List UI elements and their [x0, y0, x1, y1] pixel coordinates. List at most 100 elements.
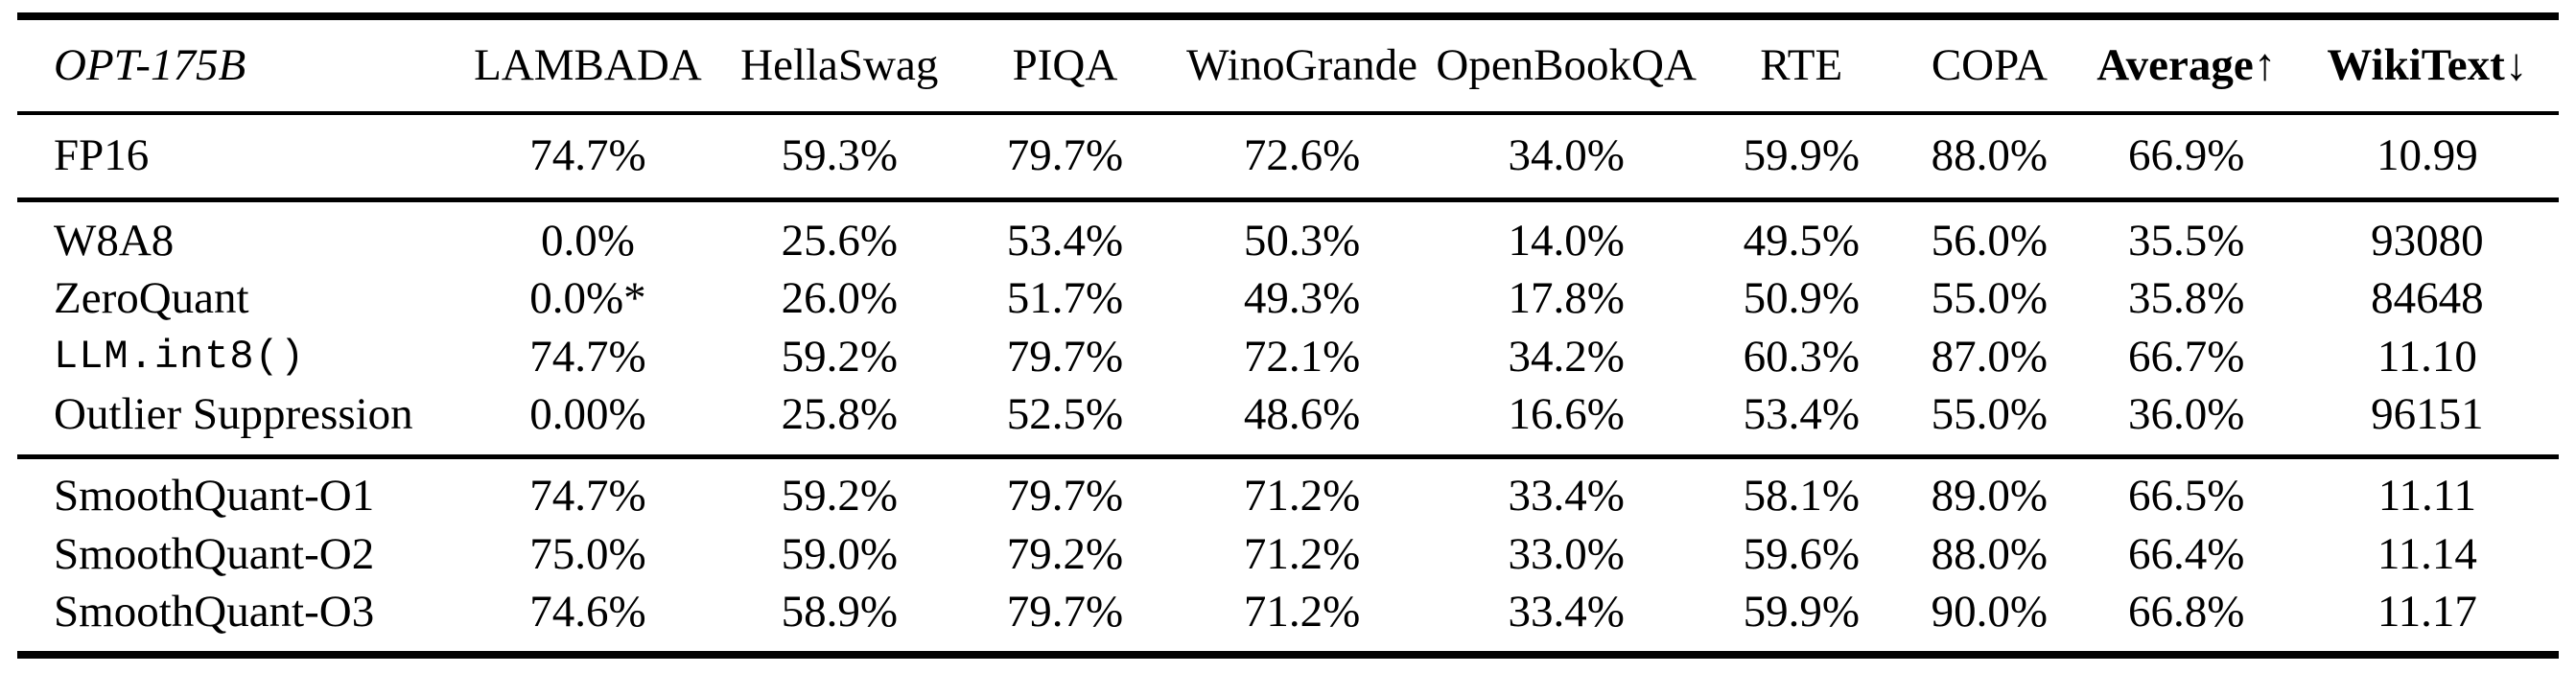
- cell-copa: 89.0%: [1931, 471, 2049, 522]
- cell-lambada: 74.7%: [529, 471, 646, 522]
- cell-winogrande: 50.3%: [1243, 215, 1361, 266]
- cell-lambada: 0.00%: [529, 388, 646, 439]
- cell-wikitext: 84648: [2371, 273, 2484, 324]
- group-smoothquant: SmoothQuant-O1 74.7% 59.2% 79.7% 71.2% 3…: [17, 457, 2559, 655]
- cell-winogrande: 72.6%: [1243, 130, 1361, 181]
- cell-copa: 88.0%: [1931, 528, 2049, 579]
- cell-wikitext: 11.11: [2377, 471, 2476, 522]
- cell-hellaswag: 59.2%: [781, 471, 898, 522]
- down-arrow-icon: ↓: [2504, 40, 2528, 90]
- cell-piqa: 52.5%: [1006, 388, 1124, 439]
- cell-wikitext: 11.17: [2377, 587, 2477, 638]
- cell-copa: 87.0%: [1931, 331, 2049, 382]
- cell-piqa: 79.7%: [1006, 471, 1124, 522]
- cell-openbookqa: 34.2%: [1508, 331, 1625, 382]
- cell-openbookqa: 33.0%: [1508, 528, 1625, 579]
- cell-average: 36.0%: [2128, 388, 2245, 439]
- cell-copa: 55.0%: [1931, 273, 2049, 324]
- cell-winogrande: 71.2%: [1243, 587, 1361, 638]
- cell-hellaswag: 59.3%: [781, 130, 898, 181]
- row-label: W8A8: [54, 215, 175, 266]
- cell-rte: 59.9%: [1743, 587, 1860, 638]
- table-row-outlier-suppression: Outlier Suppression 0.00% 25.8% 52.5% 48…: [17, 385, 2559, 457]
- cell-piqa: 79.2%: [1006, 528, 1124, 579]
- cell-hellaswag: 25.6%: [781, 215, 898, 266]
- row-label: ZeroQuant: [54, 273, 249, 324]
- cell-piqa: 79.7%: [1006, 130, 1124, 181]
- group-fp16: FP16 74.7% 59.3% 79.7% 72.6% 34.0% 59.9%…: [17, 113, 2559, 200]
- cell-average: 35.8%: [2128, 273, 2245, 324]
- cell-rte: 59.6%: [1743, 528, 1860, 579]
- cell-hellaswag: 59.2%: [781, 331, 898, 382]
- column-header-hellaswag: HellaSwag: [740, 40, 939, 90]
- cell-openbookqa: 16.6%: [1508, 388, 1625, 439]
- cell-winogrande: 71.2%: [1243, 471, 1361, 522]
- cell-hellaswag: 25.8%: [781, 388, 898, 439]
- cell-average: 35.5%: [2128, 215, 2245, 266]
- table-row-fp16: FP16 74.7% 59.3% 79.7% 72.6% 34.0% 59.9%…: [17, 113, 2559, 199]
- row-label: LLM.int8(): [54, 333, 306, 380]
- cell-rte: 50.9%: [1743, 273, 1860, 324]
- row-label: SmoothQuant-O2: [54, 528, 375, 579]
- column-header-model: OPT-175B: [54, 40, 246, 90]
- cell-openbookqa: 33.4%: [1508, 587, 1625, 638]
- cell-lambada: 74.7%: [529, 331, 646, 382]
- column-header-piqa: PIQA: [1012, 40, 1118, 90]
- cell-copa: 88.0%: [1931, 130, 2049, 181]
- cell-wikitext: 11.14: [2377, 528, 2477, 579]
- table-row-zeroquant: ZeroQuant 0.0%* 26.0% 51.7% 49.3% 17.8% …: [17, 269, 2559, 327]
- cell-wikitext: 96151: [2371, 388, 2484, 439]
- cell-rte: 59.9%: [1743, 130, 1860, 181]
- row-label: SmoothQuant-O1: [54, 471, 375, 522]
- cell-openbookqa: 14.0%: [1508, 215, 1625, 266]
- cell-rte: 53.4%: [1743, 388, 1860, 439]
- table-row-llm-int8: LLM.int8() 74.7% 59.2% 79.7% 72.1% 34.2%…: [17, 328, 2559, 385]
- cell-winogrande: 71.2%: [1243, 528, 1361, 579]
- up-arrow-icon: ↑: [2253, 40, 2277, 90]
- group-baselines: W8A8 0.0% 25.6% 53.4% 50.3% 14.0% 49.5% …: [17, 199, 2559, 457]
- table-row-smoothquant-o3: SmoothQuant-O3 74.6% 58.9% 79.7% 71.2% 3…: [17, 583, 2559, 654]
- cell-openbookqa: 34.0%: [1508, 130, 1625, 181]
- cell-lambada: 75.0%: [529, 528, 646, 579]
- cell-piqa: 79.7%: [1006, 331, 1124, 382]
- cell-average: 66.7%: [2128, 331, 2245, 382]
- cell-wikitext: 93080: [2371, 215, 2484, 266]
- cell-wikitext: 10.99: [2376, 130, 2478, 181]
- cell-copa: 55.0%: [1931, 388, 2049, 439]
- row-label: Outlier Suppression: [54, 388, 413, 439]
- cell-average: 66.9%: [2128, 130, 2245, 181]
- cell-winogrande: 48.6%: [1243, 388, 1361, 439]
- column-header-wikitext: WikiText↓: [2327, 40, 2528, 90]
- row-label: FP16: [54, 130, 150, 181]
- column-header-openbookqa: OpenBookQA: [1436, 40, 1697, 90]
- cell-piqa: 51.7%: [1006, 273, 1124, 324]
- cell-piqa: 79.7%: [1006, 587, 1124, 638]
- header-row: OPT-175B LAMBADA HellaSwag PIQA WinoGran…: [17, 16, 2559, 113]
- table-row-w8a8: W8A8 0.0% 25.6% 53.4% 50.3% 14.0% 49.5% …: [17, 199, 2559, 269]
- cell-copa: 90.0%: [1931, 587, 2049, 638]
- cell-rte: 58.1%: [1743, 471, 1860, 522]
- column-header-rte: RTE: [1760, 40, 1843, 90]
- cell-rte: 49.5%: [1743, 215, 1860, 266]
- cell-openbookqa: 33.4%: [1508, 471, 1625, 522]
- cell-winogrande: 49.3%: [1243, 273, 1361, 324]
- benchmark-table-container: OPT-175B LAMBADA HellaSwag PIQA WinoGran…: [17, 12, 2559, 659]
- cell-average: 66.8%: [2128, 587, 2245, 638]
- cell-piqa: 53.4%: [1006, 215, 1124, 266]
- table-header: OPT-175B LAMBADA HellaSwag PIQA WinoGran…: [17, 16, 2559, 114]
- cell-lambada: 0.0%*: [529, 273, 646, 324]
- column-header-lambada: LAMBADA: [474, 40, 702, 90]
- cell-wikitext: 11.10: [2377, 331, 2477, 382]
- cell-hellaswag: 58.9%: [781, 587, 898, 638]
- cell-average: 66.5%: [2128, 471, 2245, 522]
- cell-hellaswag: 59.0%: [781, 528, 898, 579]
- column-header-average: Average↑: [2096, 40, 2277, 90]
- cell-openbookqa: 17.8%: [1508, 273, 1625, 324]
- cell-rte: 60.3%: [1743, 331, 1860, 382]
- cell-lambada: 0.0%: [540, 215, 635, 266]
- cell-lambada: 74.7%: [529, 130, 646, 181]
- column-header-winogrande: WinoGrande: [1186, 40, 1417, 90]
- cell-hellaswag: 26.0%: [781, 273, 898, 324]
- opt175b-benchmark-table: OPT-175B LAMBADA HellaSwag PIQA WinoGran…: [17, 12, 2559, 659]
- column-header-copa: COPA: [1931, 40, 2048, 90]
